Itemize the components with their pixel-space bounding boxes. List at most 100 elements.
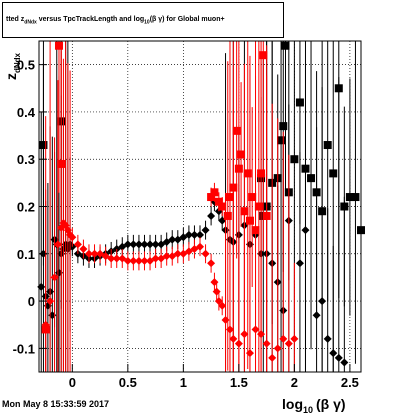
- y-axis-title: zdNdx: [3, 52, 22, 80]
- marker-diamond: [162, 252, 171, 261]
- marker-diamond: [140, 256, 149, 265]
- marker-diamond: [84, 249, 93, 258]
- marker-diamond: [218, 301, 227, 310]
- marker-square: [279, 122, 288, 131]
- marker-diamond: [268, 353, 277, 362]
- marker-diamond: [196, 242, 204, 251]
- marker-square: [41, 325, 50, 334]
- marker-square: [229, 183, 238, 192]
- marker-square: [323, 141, 332, 150]
- marker-square: [351, 193, 360, 202]
- x-tick-label: 1: [180, 375, 187, 390]
- marker-square: [301, 164, 310, 173]
- plot-area: [39, 41, 361, 372]
- marker-diamond: [184, 230, 193, 239]
- marker-square: [307, 174, 316, 183]
- title-rest: (β γ) for Global muon+: [149, 16, 225, 23]
- x-tick-label: 0: [69, 375, 76, 390]
- marker-diamond: [107, 254, 116, 263]
- y-tick-label: 0.1: [17, 247, 35, 262]
- x-tick-label: 1.5: [230, 375, 248, 390]
- marker-diamond: [73, 240, 82, 249]
- y-axis-title-main: zdNdx: [3, 52, 22, 80]
- marker-diamond: [201, 249, 210, 258]
- marker-square: [245, 216, 254, 225]
- marker-diamond: [50, 273, 59, 282]
- y-tick-label: -0.1: [13, 341, 35, 356]
- x-tick-label: 0.5: [119, 375, 137, 390]
- marker-square: [218, 202, 227, 211]
- marker-diamond: [140, 240, 149, 249]
- marker-diamond: [151, 240, 160, 249]
- marker-square: [39, 141, 48, 150]
- y-tick-label: 0.5: [17, 58, 35, 73]
- marker-square: [281, 41, 290, 50]
- marker-diamond: [312, 311, 321, 320]
- marker-diamond: [290, 334, 299, 343]
- title-subscript-2: 10: [144, 19, 150, 26]
- marker-diamond: [340, 358, 349, 367]
- marker-square: [318, 207, 327, 216]
- y-tick-label: 0.4: [17, 105, 36, 120]
- marker-diamond: [214, 297, 223, 306]
- marker-square: [290, 155, 299, 164]
- title-subscript: dNdx: [24, 19, 37, 26]
- marker-square: [54, 41, 63, 50]
- marker-square: [345, 193, 354, 202]
- marker-square: [214, 197, 223, 206]
- marker-diamond: [146, 240, 155, 249]
- marker-diamond: [151, 254, 160, 263]
- marker-square: [262, 211, 271, 220]
- marker-square: [223, 211, 232, 220]
- marker-diamond: [68, 233, 77, 242]
- marker-diamond: [46, 297, 55, 306]
- marker-square: [254, 202, 263, 211]
- marker-diamond: [112, 254, 121, 263]
- marker-square: [232, 126, 241, 135]
- marker-diamond: [190, 230, 199, 239]
- marker-diamond: [123, 256, 132, 265]
- data-points: [37, 41, 365, 372]
- marker-diamond: [323, 334, 332, 343]
- marker-square: [259, 51, 268, 60]
- marker-square: [237, 150, 246, 159]
- marker-diamond: [284, 339, 293, 348]
- marker-square: [312, 188, 321, 197]
- marker-diamond: [168, 235, 177, 244]
- marker-square: [295, 98, 304, 107]
- marker-diamond: [196, 230, 204, 239]
- marker-square: [225, 193, 234, 202]
- y-tick-label: 0: [28, 294, 35, 309]
- marker-diamond: [123, 240, 132, 249]
- marker-diamond: [129, 256, 138, 265]
- marker-square: [329, 169, 338, 178]
- marker-diamond: [134, 256, 143, 265]
- marker-diamond: [273, 344, 282, 353]
- x-axis-title-main: log10 (β γ): [282, 396, 346, 414]
- marker-square: [248, 193, 257, 202]
- marker-square: [207, 193, 216, 202]
- marker-diamond: [129, 240, 138, 249]
- marker-square: [240, 207, 249, 216]
- marker-diamond: [79, 245, 88, 254]
- chart-title: tted zdNdx versus TpcTrackLength and log…: [2, 2, 284, 38]
- marker-diamond: [207, 259, 216, 268]
- marker-diamond: [279, 334, 288, 343]
- marker-diamond: [134, 240, 143, 249]
- marker-square: [277, 136, 286, 145]
- x-tick-label: 2: [291, 375, 298, 390]
- marker-diamond: [90, 249, 99, 258]
- marker-diamond: [201, 226, 210, 235]
- marker-diamond: [53, 240, 62, 249]
- axes: 0 0.5 1 1.5 2 2.5 -0.1 0 0.1 0.2 0.3 0.4 0.5: [13, 58, 359, 390]
- marker-square: [251, 226, 260, 235]
- marker-square: [334, 84, 343, 93]
- marker-square: [257, 169, 266, 178]
- marker-diamond: [295, 259, 304, 268]
- marker-square: [210, 188, 219, 197]
- x-axis-title: log10 (β γ): [282, 396, 346, 414]
- marker-square: [57, 159, 66, 168]
- y-tick-label: 0.3: [17, 152, 35, 167]
- title-middle: versus TpcTrackLength and log: [36, 16, 145, 23]
